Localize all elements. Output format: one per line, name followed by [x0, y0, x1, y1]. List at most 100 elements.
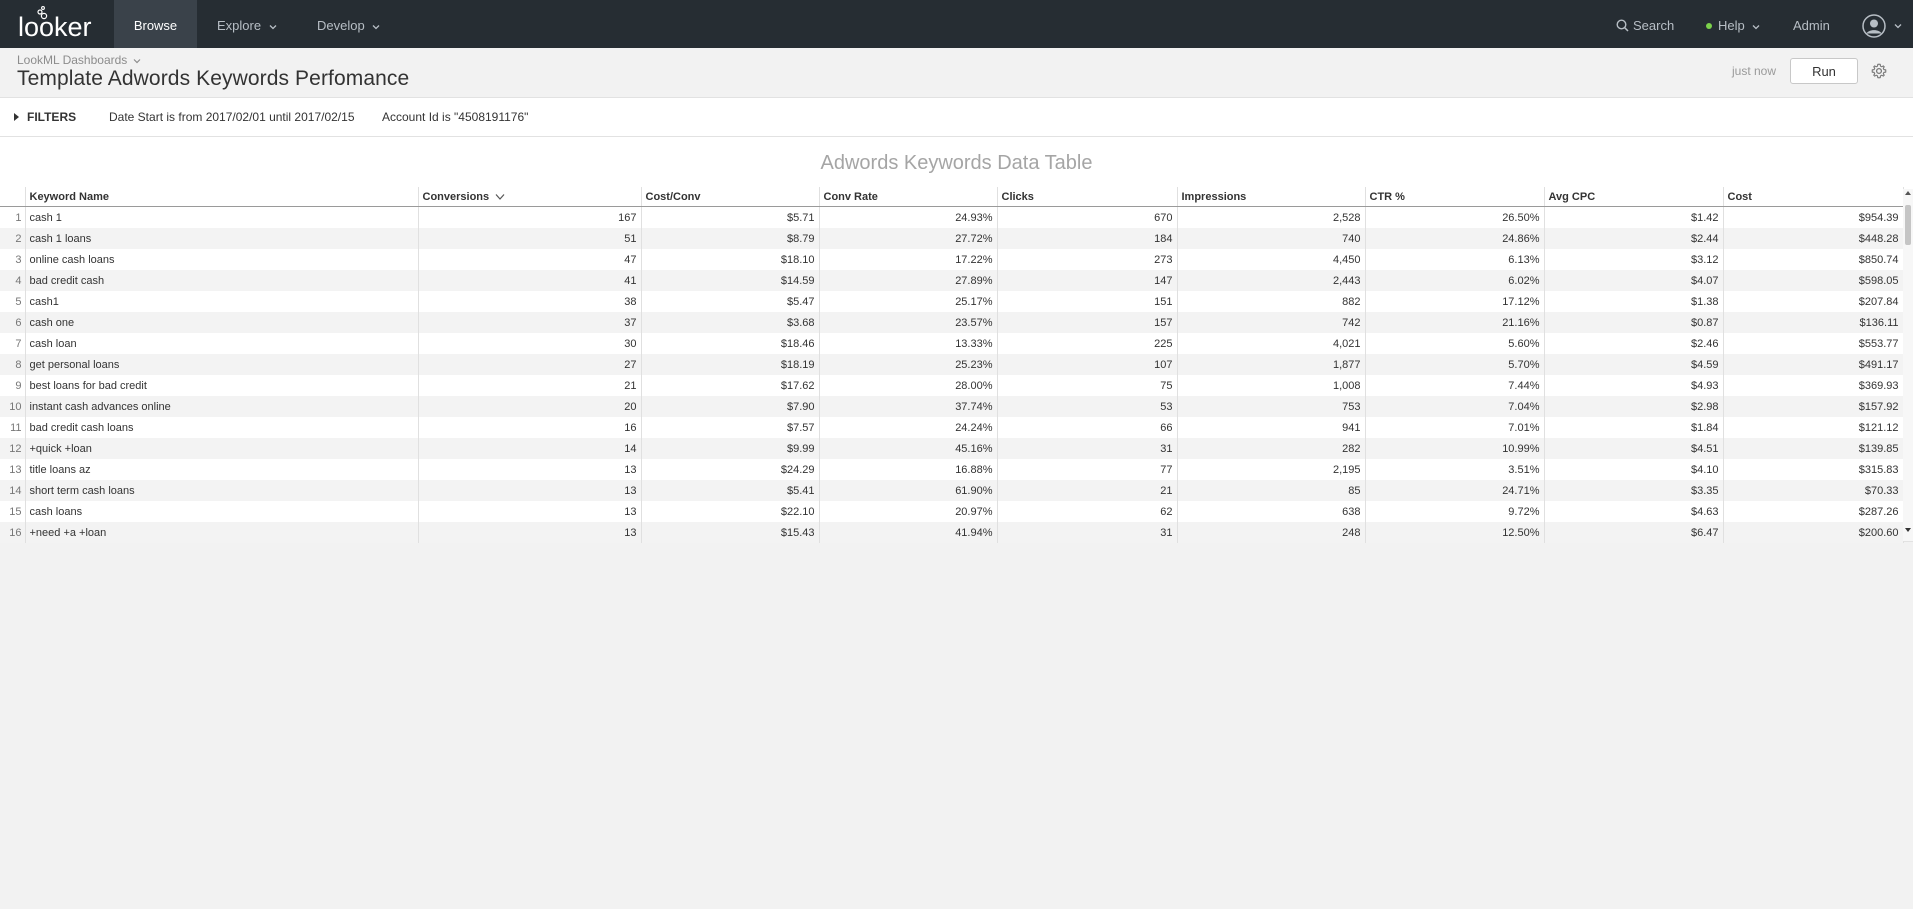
column-header-sorted[interactable]: Conversions — [418, 187, 642, 207]
svg-text:looker: looker — [18, 12, 92, 40]
keyword-cell[interactable]: instant cash advances online — [25, 396, 419, 417]
column-header[interactable]: Cost/Conv — [641, 187, 820, 207]
value-cell: 225 — [997, 333, 1178, 354]
keyword-cell[interactable]: +quick +loan — [25, 438, 419, 459]
scroll-up-icon[interactable] — [1905, 191, 1911, 195]
value-cell: $6.47 — [1544, 522, 1724, 543]
value-cell: 2,443 — [1177, 270, 1366, 291]
page-title: Template Adwords Keywords Perfomance — [17, 67, 410, 90]
keyword-cell[interactable]: cash loan — [25, 333, 419, 354]
column-header[interactable]: Keyword Name — [25, 187, 419, 207]
value-cell: 77 — [997, 459, 1178, 480]
row-index: 15 — [0, 501, 26, 522]
value-cell: 941 — [1177, 417, 1366, 438]
keyword-cell[interactable]: best loans for bad credit — [25, 375, 419, 396]
table-row: 9 best loans for bad credit 21 $17.62 28.00%… — [0, 375, 1904, 396]
column-header[interactable]: Impressions — [1177, 187, 1366, 207]
keyword-cell[interactable]: +need +a +loan — [25, 522, 419, 543]
column-header[interactable]: Clicks — [997, 187, 1178, 207]
search-icon — [1616, 19, 1629, 32]
row-index: 1 — [0, 206, 26, 228]
value-cell: 24.86% — [1365, 228, 1545, 249]
table-row: 12 +quick +loan 14 $9.99 45.16% 31 282 10.99% $4… — [0, 438, 1904, 459]
value-cell: 7.04% — [1365, 396, 1545, 417]
row-index: 7 — [0, 333, 26, 354]
scrollbar-thumb[interactable] — [1905, 205, 1911, 245]
keyword-cell[interactable]: get personal loans — [25, 354, 419, 375]
chevron-down-icon — [269, 24, 277, 29]
keyword-cell[interactable]: cash1 — [25, 291, 419, 312]
value-cell: $9.99 — [641, 438, 820, 459]
nav-explore[interactable]: Explore — [217, 0, 277, 48]
vertical-scrollbar[interactable] — [1903, 189, 1913, 541]
value-cell: $121.12 — [1723, 417, 1904, 438]
value-cell: $1.42 — [1544, 206, 1724, 228]
gear-icon[interactable] — [1871, 63, 1887, 79]
value-cell: 17.12% — [1365, 291, 1545, 312]
value-cell: 151 — [997, 291, 1178, 312]
value-cell: 17.22% — [819, 249, 998, 270]
user-menu[interactable] — [1862, 14, 1902, 38]
nav-help[interactable]: Help — [1706, 0, 1760, 48]
value-cell: 882 — [1177, 291, 1366, 312]
keyword-cell[interactable]: bad credit cash loans — [25, 417, 419, 438]
value-cell: 12.50% — [1365, 522, 1545, 543]
column-header[interactable]: Avg CPC — [1544, 187, 1724, 207]
column-header[interactable]: CTR % — [1365, 187, 1545, 207]
value-cell: 10.99% — [1365, 438, 1545, 459]
value-cell: 24.24% — [819, 417, 998, 438]
value-cell: 6.13% — [1365, 249, 1545, 270]
value-cell: $3.35 — [1544, 480, 1724, 501]
keyword-cell[interactable]: online cash loans — [25, 249, 419, 270]
value-cell: 61.90% — [819, 480, 998, 501]
nav-develop[interactable]: Develop — [317, 0, 380, 48]
keyword-cell[interactable]: cash loans — [25, 501, 419, 522]
column-header[interactable]: Cost — [1723, 187, 1904, 207]
value-cell: $2.44 — [1544, 228, 1724, 249]
value-cell: 47 — [418, 249, 642, 270]
value-cell: 66 — [997, 417, 1178, 438]
value-cell: 9.72% — [1365, 501, 1545, 522]
keyword-cell[interactable]: bad credit cash — [25, 270, 419, 291]
keyword-cell[interactable]: short term cash loans — [25, 480, 419, 501]
filters-toggle[interactable]: FILTERS — [14, 110, 76, 124]
row-index: 9 — [0, 375, 26, 396]
value-cell: 638 — [1177, 501, 1366, 522]
table-row: 2 cash 1 loans 51 $8.79 27.72% 184 740 24.86% $2… — [0, 228, 1904, 249]
run-button[interactable]: Run — [1790, 58, 1858, 84]
keyword-cell[interactable]: cash one — [25, 312, 419, 333]
value-cell: 13 — [418, 459, 642, 480]
value-cell: 248 — [1177, 522, 1366, 543]
value-cell: $200.60 — [1723, 522, 1904, 543]
value-cell: 3.51% — [1365, 459, 1545, 480]
value-cell: 37.74% — [819, 396, 998, 417]
keyword-cell[interactable]: cash 1 — [25, 206, 419, 228]
nav-browse[interactable]: Browse — [114, 0, 197, 48]
value-cell: 25.17% — [819, 291, 998, 312]
value-cell: $0.87 — [1544, 312, 1724, 333]
nav-admin[interactable]: Admin — [1793, 18, 1830, 33]
tile-title: Adwords Keywords Data Table — [820, 152, 1093, 174]
avatar-icon — [1862, 14, 1886, 38]
breadcrumb[interactable]: LookML Dashboards — [17, 53, 141, 67]
value-cell: $315.83 — [1723, 459, 1904, 480]
value-cell: $70.33 — [1723, 480, 1904, 501]
nav-search[interactable]: Search — [1616, 0, 1674, 48]
value-cell: 24.71% — [1365, 480, 1545, 501]
table-row: 3 online cash loans 47 $18.10 17.22% 273 4,450… — [0, 249, 1904, 270]
keyword-cell[interactable]: cash 1 loans — [25, 228, 419, 249]
value-cell: $4.07 — [1544, 270, 1724, 291]
chevron-down-icon — [1894, 24, 1902, 29]
row-index: 5 — [0, 291, 26, 312]
value-cell: 273 — [997, 249, 1178, 270]
row-index: 6 — [0, 312, 26, 333]
value-cell: 2,195 — [1177, 459, 1366, 480]
looker-logo[interactable]: looker — [18, 4, 96, 40]
table-body: 1 cash 1 167 $5.71 24.93% 670 2,528 26.50% $1.42… — [0, 206, 1904, 543]
keyword-cell[interactable]: title loans az — [25, 459, 419, 480]
scroll-down-icon[interactable] — [1905, 528, 1911, 532]
value-cell: $22.10 — [641, 501, 820, 522]
value-cell: 5.60% — [1365, 333, 1545, 354]
value-cell: 20 — [418, 396, 642, 417]
column-header[interactable]: Conv Rate — [819, 187, 998, 207]
